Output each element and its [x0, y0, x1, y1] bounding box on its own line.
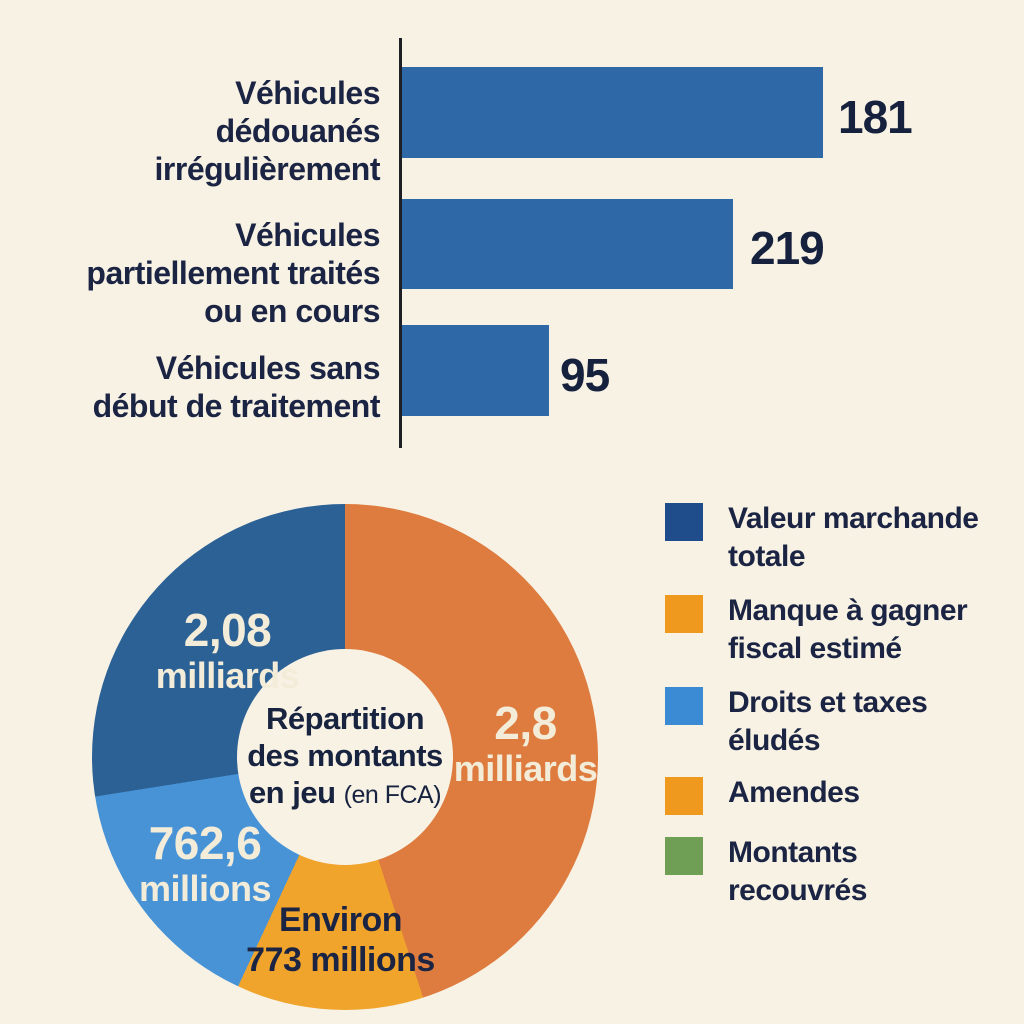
bar-category-label-2: Véhicules partiellement traités ou en co…	[25, 216, 380, 330]
slice-label-light-blue: 762,6 millions	[120, 818, 290, 910]
legend-swatch	[665, 777, 703, 815]
legend-label-line: Amendes	[728, 776, 860, 809]
legend-label-line: Droits et taxes	[728, 686, 928, 719]
donut-center-title-line: en jeu (en FCA)	[248, 774, 442, 814]
donut-center-title-line: Répartition	[265, 701, 425, 736]
slice-value: 762,6	[148, 817, 262, 869]
slice-label-yellow: Environ 773 millions	[238, 900, 443, 980]
legend-label-line: fiscal estimé	[728, 632, 902, 665]
legend-label-line: Manque à gagner	[728, 594, 968, 627]
bar-label-line: début de traitement	[92, 388, 381, 424]
donut-chart: Répartition des montants en jeu (en FCA)	[92, 504, 598, 1010]
slice-value: 2,8	[494, 697, 557, 749]
bar-label-line: dédouanés	[215, 113, 381, 149]
legend-item-droits-taxes: Droits et taxes éludés	[665, 684, 928, 760]
donut-center-title-unit: (en FCA)	[343, 781, 442, 809]
bar-label-line: Véhicules	[235, 217, 380, 253]
bar-label-line: irrégulièrement	[154, 151, 381, 187]
legend-item-amendes: Amendes	[665, 774, 860, 815]
bar-label-line: Véhicules	[235, 75, 380, 111]
slice-label-orange: 2,8 milliards	[438, 698, 613, 790]
slice-unit: millions	[138, 868, 272, 909]
bar-label-line: Véhicules sans	[155, 350, 381, 386]
slice-value: 2,08	[183, 604, 272, 656]
slice-label-dark-blue: 2,08 milliards	[140, 605, 315, 697]
legend-label-line: éludés	[728, 724, 821, 757]
bar-value-label: 95	[560, 349, 610, 401]
legend-label: Manque à gagner fiscal estimé	[728, 592, 968, 668]
legend-swatch	[665, 503, 703, 541]
legend-label: Montants recouvrés	[728, 834, 867, 910]
legend-swatch	[665, 595, 703, 633]
legend-label-line: totale	[728, 540, 806, 573]
legend-label-line: recouvrés	[728, 874, 867, 907]
legend-label-line: Montants	[728, 836, 858, 869]
bar-category-label-3: Véhicules sans début de traitement	[25, 349, 381, 425]
bar-vehicules-dedouanes	[402, 67, 823, 158]
slice-unit: milliards	[453, 748, 598, 789]
legend-swatch	[665, 837, 703, 875]
legend-label: Droits et taxes éludés	[728, 684, 928, 760]
bar-category-label-1: Véhicules dédouanés irrégulièrement	[25, 74, 381, 188]
donut-center-title-main: en jeu	[248, 775, 336, 810]
bar-vehicules-partiellement-traites	[402, 199, 733, 289]
legend-label-line: Valeur marchande	[728, 502, 979, 535]
bar-label-line: ou en cours	[204, 293, 380, 329]
legend-label: Valeur marchande totale	[728, 500, 979, 576]
legend-item-montants-recouvres: Montants recouvrés	[665, 834, 867, 910]
bar-value-label: 219	[750, 222, 825, 274]
bar-chart-axis-line	[399, 38, 402, 448]
bar-value-label: 181	[838, 91, 913, 143]
slice-unit: 773 millions	[246, 941, 435, 979]
bar-label-line: partiellement traités	[86, 255, 380, 291]
legend-swatch	[665, 687, 703, 725]
slice-value: Environ	[278, 901, 403, 939]
legend-item-valeur-marchande: Valeur marchande totale	[665, 500, 979, 576]
donut-center-title-line: des montants	[247, 738, 443, 773]
bar-vehicules-sans-traitement	[402, 325, 549, 416]
legend-label: Amendes	[728, 774, 860, 812]
donut-center: Répartition des montants en jeu (en FCA)	[237, 649, 453, 865]
legend-item-manque-a-gagner: Manque à gagner fiscal estimé	[665, 592, 968, 668]
slice-unit: milliards	[155, 655, 300, 696]
